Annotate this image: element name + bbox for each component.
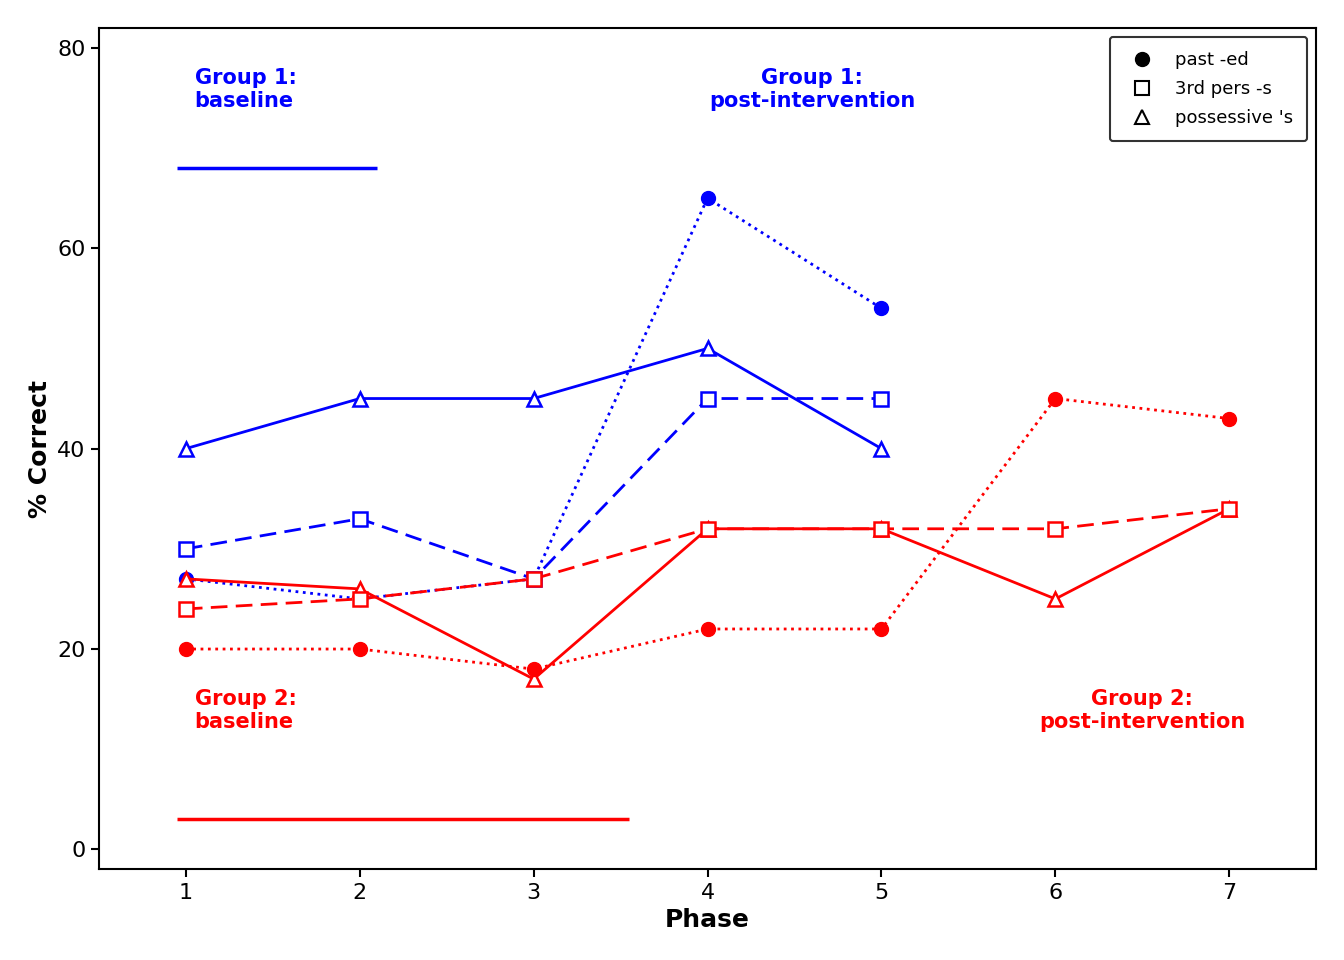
Text: Group 2:
baseline: Group 2: baseline [195,689,297,732]
Text: Group 2:
post-intervention: Group 2: post-intervention [1039,689,1246,732]
Legend: past -ed, 3rd pers -s, possessive 's: past -ed, 3rd pers -s, possessive 's [1110,36,1308,141]
Text: Group 1:
post-intervention: Group 1: post-intervention [708,68,915,111]
X-axis label: Phase: Phase [665,908,750,932]
Text: Group 1:
baseline: Group 1: baseline [195,68,297,111]
Y-axis label: % Correct: % Correct [28,379,52,517]
